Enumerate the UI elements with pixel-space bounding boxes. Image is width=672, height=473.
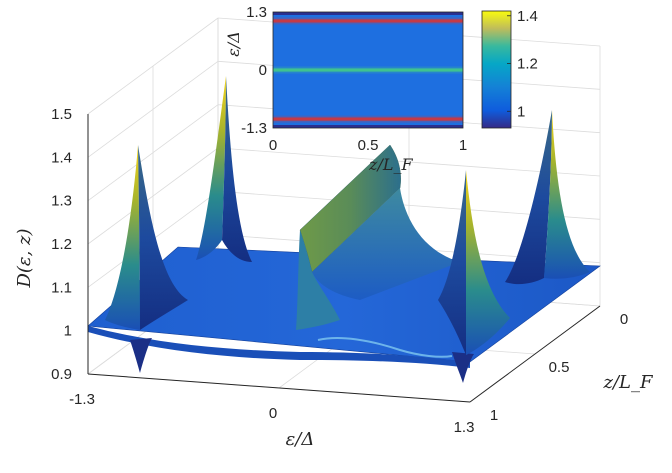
highlight-streak [317, 337, 453, 358]
z-tick-label: 1.3 [51, 193, 72, 210]
edge-dip-left [130, 338, 152, 373]
x-axis-line [87, 373, 471, 403]
x-tick-label: 1.3 [454, 419, 475, 436]
inset-edge-top [273, 12, 463, 15]
colorbar-tick-label: 1.2 [517, 56, 538, 73]
inset-heatmap: -1.301.30 0.5 1z/L_Fε/Δ [224, 4, 467, 174]
inset-bright-row [273, 68, 463, 72]
peak-right-back-left [505, 110, 552, 285]
z-tick-label: 1 [64, 323, 72, 340]
colorbar-tick-label: 1 [517, 103, 525, 120]
z-tick-label: 1.4 [51, 149, 72, 166]
inset-y-tick-label: -1.3 [241, 120, 267, 137]
colorbar-tick-label: 1.4 [517, 8, 538, 25]
inset-bright-row [273, 19, 463, 23]
inset-bright-row [273, 117, 463, 121]
inset-bright-row-glow [273, 115, 463, 123]
surface-plot [87, 76, 601, 383]
z-tick-label: 0.9 [51, 366, 72, 383]
x-axis-label: ε/Δ [286, 429, 315, 450]
ridge-center-front [296, 230, 340, 330]
inset-y-axis-label: ε/Δ [224, 31, 243, 57]
inset-x-axis-label: z/L_F [368, 155, 413, 174]
inset-x-tick-label: 0.5 [358, 137, 379, 154]
colorbar: 1 1.2 1.4 [481, 8, 538, 129]
peak-left-back-left [196, 76, 226, 260]
x-tick-label: -1.3 [69, 391, 95, 408]
inset-x-tick-label: 1 [459, 137, 467, 154]
z-tick-label: 1.2 [51, 236, 72, 253]
inset-bright-row-glow [273, 66, 463, 74]
y-axis-label: z/L_F [603, 372, 655, 393]
z-axis-label: D(ε, z) [14, 228, 35, 288]
edge-dip-right [452, 352, 474, 383]
y-tick-label: 0 [620, 311, 628, 328]
peak-left-front-left [105, 145, 140, 330]
peak-right-back-right [544, 110, 590, 279]
inset-edge-bottom [273, 125, 463, 128]
y-tick-label: 0.5 [549, 359, 570, 376]
z-tick-label: 1.5 [51, 106, 72, 123]
y-tick-label: 1 [490, 407, 498, 424]
surface-front-edge [88, 326, 470, 368]
x-tick-label: 0 [269, 405, 277, 422]
peak-left-back-right [222, 76, 252, 262]
colorbar-bar [481, 10, 512, 129]
peak-right-front-left [438, 170, 466, 355]
z-tick-label: 1.1 [51, 279, 72, 296]
inset-frame [272, 11, 464, 129]
tick-labels: 0.911.11.21.31.41.5-1.301.300.51 [51, 106, 628, 436]
inset-y-tick-label: 0 [259, 62, 267, 79]
ridge-center-side [312, 188, 460, 300]
axes [87, 114, 601, 403]
peak-left-front-right [138, 145, 188, 330]
peak-right-front-right [466, 170, 510, 355]
y-axis-line [469, 305, 601, 403]
inset-bright-row-glow [273, 17, 463, 25]
inset-x-tick-label: 0 [269, 137, 277, 154]
inset-y-tick-label: 1.3 [246, 4, 267, 21]
